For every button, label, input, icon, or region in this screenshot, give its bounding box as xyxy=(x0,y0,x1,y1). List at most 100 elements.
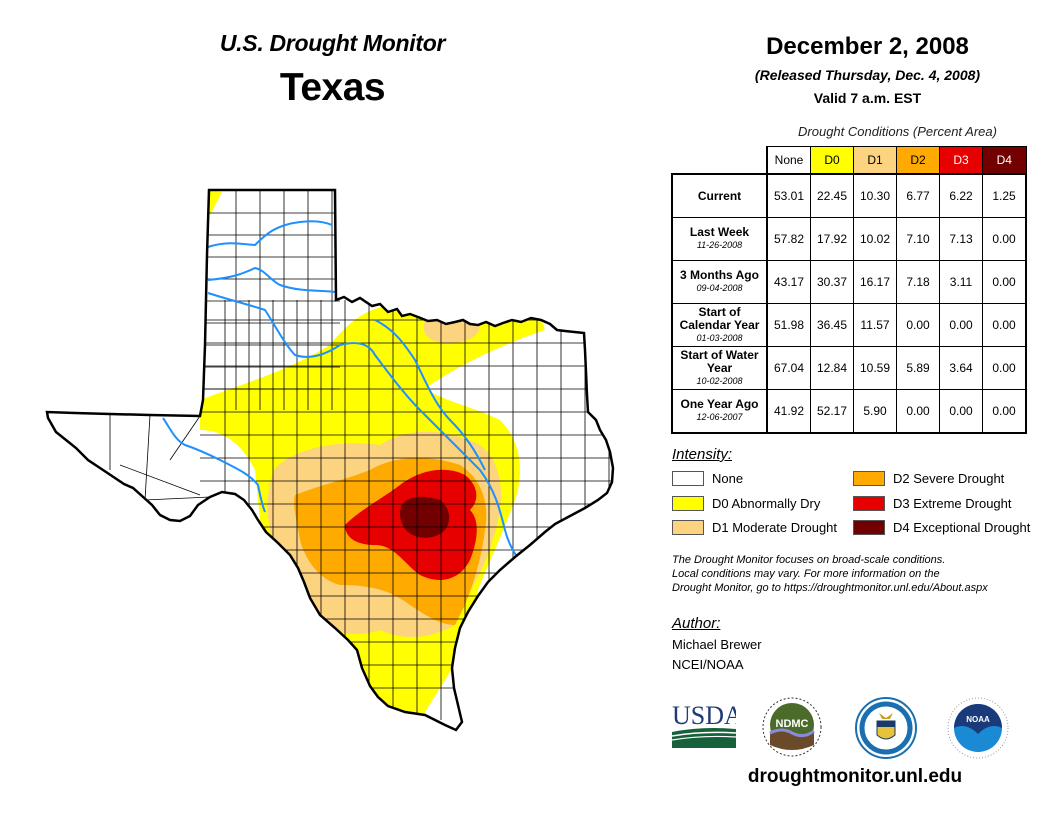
legend-item-d4: D4 Exceptional Drought xyxy=(853,520,1030,535)
legend-swatch-none xyxy=(672,471,704,486)
cell-d2: 0.00 xyxy=(896,389,940,434)
row-date: 12-06-2007 xyxy=(696,412,743,422)
row-label-text: Current xyxy=(697,188,742,203)
header-d4: D4 xyxy=(982,146,1027,175)
drought-d4-area xyxy=(400,496,450,538)
row-label-text: One Year Ago xyxy=(680,397,759,411)
legend-swatch-d1 xyxy=(672,520,704,535)
cell-d1: 10.02 xyxy=(853,217,897,261)
cell-d4: 0.00 xyxy=(982,260,1027,304)
cell-none: 67.04 xyxy=(766,346,811,390)
cell-d2: 0.00 xyxy=(896,303,940,347)
cell-d4: 0.00 xyxy=(982,346,1027,390)
map-date: December 2, 2008 xyxy=(766,33,969,60)
legend-item-none: None xyxy=(672,471,743,486)
pecos-river xyxy=(162,417,266,513)
ndmc-logo-text: NDMC xyxy=(776,718,809,730)
row-label: One Year Ago 12-06-2007 xyxy=(671,389,768,434)
drought-d0-area-panhandle xyxy=(209,190,222,215)
cell-d3: 3.11 xyxy=(939,260,983,304)
cell-none: 57.82 xyxy=(766,217,811,261)
cell-d2: 7.18 xyxy=(896,260,940,304)
legend-swatch-d2 xyxy=(853,471,885,486)
row-label: Start of Water Year 10-02-2008 xyxy=(671,346,768,390)
row-date: 01-03-2008 xyxy=(696,332,743,343)
legend-label: D1 Moderate Drought xyxy=(712,520,838,535)
texas-drought-map xyxy=(45,188,615,732)
table-row: Start of Water Year 10-02-2008 67.04 12.84 1… xyxy=(671,346,1027,390)
ndmc-logo: NDMC xyxy=(762,697,822,757)
cell-d4: 0.00 xyxy=(982,303,1027,347)
header-d2: D2 xyxy=(896,146,940,175)
cell-d1: 5.90 xyxy=(853,389,897,434)
note-line: Drought Monitor, go to https://droughtmo… xyxy=(672,582,988,594)
cell-d3: 0.00 xyxy=(939,303,983,347)
noaa-logo: NOAA xyxy=(947,697,1009,759)
cell-none: 43.17 xyxy=(766,260,811,304)
row-label-text: Start of Calendar Year xyxy=(679,304,760,332)
header-none: None xyxy=(766,146,811,175)
footer-url[interactable]: droughtmonitor.unl.edu xyxy=(747,766,963,787)
author-name: Michael Brewer xyxy=(672,637,762,652)
row-date: 09-04-2008 xyxy=(696,283,743,293)
legend-item-d1: D1 Moderate Drought xyxy=(672,520,837,535)
cell-d0: 30.37 xyxy=(810,260,854,304)
row-label: 3 Months Ago 09-04-2008 xyxy=(671,260,768,304)
cell-d3: 6.22 xyxy=(939,173,983,218)
legend-label: None xyxy=(712,471,744,486)
cell-d0: 22.45 xyxy=(810,173,854,218)
note-line: Local conditions may vary. For more info… xyxy=(672,568,940,580)
table-row: Current 53.01 22.45 10.30 6.77 6.22 1.25 xyxy=(671,173,1027,218)
note-line: The Drought Monitor focuses on broad-sca… xyxy=(672,554,946,566)
valid-time: Valid 7 a.m. EST xyxy=(813,90,922,106)
cell-d1: 10.59 xyxy=(853,346,897,390)
legend-item-d0: D0 Abnormally Dry xyxy=(672,496,820,511)
legend-label: D3 Extreme Drought xyxy=(893,496,1012,511)
state-name: Texas xyxy=(279,66,386,109)
cell-d0: 52.17 xyxy=(810,389,854,434)
row-date: 10-02-2008 xyxy=(696,375,743,386)
trinity-river xyxy=(374,319,486,471)
table-row: 3 Months Ago 09-04-2008 43.17 30.37 16.17 7.1… xyxy=(671,260,1027,304)
table-row: Start of Calendar Year 01-03-2008 51.98 36.… xyxy=(671,303,1027,347)
cell-d2: 6.77 xyxy=(896,173,940,218)
county-lines xyxy=(109,190,613,720)
header-d0: D0 xyxy=(810,146,854,175)
legend-item-d3: D3 Extreme Drought xyxy=(853,496,1012,511)
usda-logo: USDA xyxy=(672,702,736,748)
cell-d0: 36.45 xyxy=(810,303,854,347)
header-blank xyxy=(672,146,768,174)
cell-d2: 7.10 xyxy=(896,217,940,261)
cell-none: 41.92 xyxy=(766,389,811,434)
legend-swatch-d4 xyxy=(853,520,885,535)
legend-swatch-d3 xyxy=(853,496,885,511)
cell-d1: 16.17 xyxy=(853,260,897,304)
table-row: One Year Ago 12-06-2007 41.92 52.17 5.90 0.00… xyxy=(671,389,1027,434)
row-label-text: Last Week xyxy=(689,225,750,239)
brazos-river xyxy=(207,292,526,571)
drought-conditions-table: None D0 D1 D2 D3 D4 Current 53.01 22.45 10.… xyxy=(671,146,1027,434)
legend-label: D4 Exceptional Drought xyxy=(893,520,1031,535)
cell-d4: 0.00 xyxy=(982,389,1027,434)
commerce-seal-logo xyxy=(855,697,917,759)
cell-d4: 0.00 xyxy=(982,217,1027,261)
cell-d3: 7.13 xyxy=(939,217,983,261)
county-line xyxy=(119,464,201,496)
table-caption: Drought Conditions (Percent Area) xyxy=(798,124,997,139)
author-organization: NCEI/NOAA xyxy=(672,657,744,672)
county-line xyxy=(169,415,201,461)
release-date: (Released Thursday, Dec. 4, 2008) xyxy=(754,67,981,83)
noaa-logo-text: NOAA xyxy=(966,715,990,724)
cell-none: 53.01 xyxy=(766,173,811,218)
legend-title: Intensity: xyxy=(672,446,733,463)
usda-logo-text: USDA xyxy=(672,702,736,730)
cell-none: 51.98 xyxy=(766,303,811,347)
table-row: Last Week 11-26-2008 57.82 17.92 10.02 7.10 7.… xyxy=(671,217,1027,261)
map-title: U.S. Drought Monitor xyxy=(219,30,446,56)
cell-d0: 17.92 xyxy=(810,217,854,261)
cell-d3: 3.64 xyxy=(939,346,983,390)
row-label: Start of Calendar Year 01-03-2008 xyxy=(671,303,768,347)
row-date: 11-26-2008 xyxy=(696,240,743,250)
legend-label: D0 Abnormally Dry xyxy=(712,496,821,511)
rivers xyxy=(162,220,526,571)
